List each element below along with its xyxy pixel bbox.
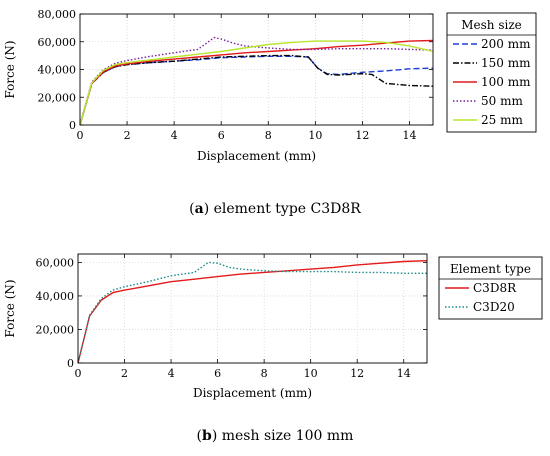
series-line-150-mm xyxy=(80,54,433,125)
x-tick-label: 4 xyxy=(168,367,175,380)
y-axis-label: Force (N) xyxy=(3,40,17,98)
series-line-c3d20 xyxy=(78,261,427,363)
caption-letter: a xyxy=(195,201,204,217)
legend-title: Mesh size xyxy=(461,18,522,32)
x-tick-label: 2 xyxy=(121,367,128,380)
x-tick-label: 14 xyxy=(402,129,416,142)
x-tick-label: 8 xyxy=(261,367,268,380)
x-tick-label: 4 xyxy=(171,129,178,142)
caption-text: element type C3D8R xyxy=(214,201,362,217)
x-tick-label: 2 xyxy=(124,129,131,142)
caption-text: mesh size 100 mm xyxy=(222,428,354,444)
y-tick-label: 80,000 xyxy=(38,8,77,21)
series-line-c3d8r xyxy=(78,260,427,363)
x-tick-label: 6 xyxy=(218,129,225,142)
figure-caption: (a) element type C3D8R xyxy=(189,201,361,217)
y-tick-label: 20,000 xyxy=(38,91,77,104)
series-line-25-mm xyxy=(80,40,433,125)
x-tick-label: 0 xyxy=(77,129,84,142)
x-axis-label: Displacement (mm) xyxy=(197,149,316,163)
x-tick-label: 14 xyxy=(397,367,411,380)
x-tick-label: 10 xyxy=(308,129,322,142)
legend-label: C3D20 xyxy=(473,300,515,314)
x-tick-label: 0 xyxy=(75,367,82,380)
legend-label: C3D8R xyxy=(473,281,517,295)
y-tick-label: 0 xyxy=(67,357,74,370)
caption-letter: b xyxy=(202,428,212,444)
legend-label: 100 mm xyxy=(481,75,531,89)
x-tick-label: 10 xyxy=(304,367,318,380)
figure-caption: (b) mesh size 100 mm xyxy=(197,428,354,444)
legend-label: 150 mm xyxy=(481,56,531,70)
chart-b: 0 2 4 6 8 10 12 14 0 20,000 40,000 60,000 Displaceme… xyxy=(3,253,543,444)
series-line-50-mm xyxy=(80,36,433,125)
y-tick-label: 60,000 xyxy=(38,36,77,49)
y-tick-label: 20,000 xyxy=(36,323,75,336)
y-tick-label: 0 xyxy=(69,119,76,132)
x-tick-label: 8 xyxy=(265,129,272,142)
plot-frame xyxy=(77,253,428,364)
legend-label: 200 mm xyxy=(481,37,531,51)
y-tick-label: 60,000 xyxy=(36,256,75,269)
y-tick-label: 40,000 xyxy=(38,64,77,77)
chart-a: 0 2 4 6 8 10 12 14 0 20,000 40,000 60,000 80,000 Disp… xyxy=(3,8,537,217)
legend-label: 25 mm xyxy=(481,113,523,127)
legend-box xyxy=(446,12,537,133)
legend-title: Element type xyxy=(450,262,531,276)
x-tick-label: 12 xyxy=(355,129,369,142)
y-axis-label: Force (N) xyxy=(3,279,17,337)
legend-label: 50 mm xyxy=(481,94,523,108)
y-tick-label: 40,000 xyxy=(36,290,75,303)
x-axis-label: Displacement (mm) xyxy=(193,386,312,400)
x-tick-label: 6 xyxy=(214,367,221,380)
series-line-200-mm xyxy=(80,55,433,125)
series-line-100-mm xyxy=(80,39,433,125)
x-tick-label: 12 xyxy=(350,367,364,380)
